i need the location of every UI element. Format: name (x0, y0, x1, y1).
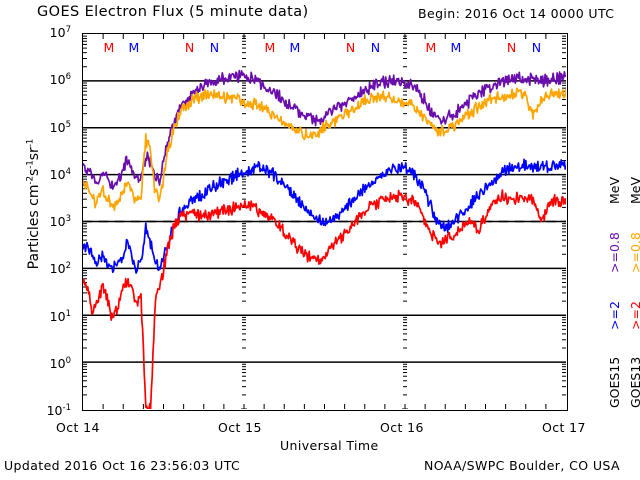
series-line-goes15-2-mev (83, 158, 566, 274)
event-marker-m: M (289, 40, 301, 55)
y-tick-label: 101 (49, 308, 71, 324)
event-marker-m: M (450, 40, 462, 55)
event-marker-m: M (103, 40, 115, 55)
y-tick-label: 10-1 (46, 402, 71, 418)
event-marker-n: N (345, 40, 356, 55)
event-marker-m: M (425, 40, 437, 55)
legend-channel-2mev: >=2 (607, 301, 622, 330)
series-line-goes15-0-8-mev (83, 69, 566, 190)
legend-channel-08mev: >=0.8 (628, 232, 640, 273)
legend-satellite: GOES15 (607, 356, 622, 408)
legend-channel-08mev: >=0.8 (607, 232, 622, 273)
source-attribution: NOAA/SWPC Boulder, CO USA (424, 458, 620, 473)
event-marker-m: M (128, 40, 140, 55)
y-tick-label: 106 (49, 72, 71, 88)
event-marker-n: N (506, 40, 517, 55)
legend-unit: MeV (628, 176, 640, 204)
y-tick-label: 103 (49, 213, 71, 229)
chart-plot-area (82, 33, 568, 411)
begin-timestamp: Begin: 2016 Oct 14 0000 UTC (418, 6, 615, 21)
legend-satellite: GOES13 (628, 356, 640, 408)
y-tick-label: 102 (49, 261, 71, 277)
x-axis-label: Universal Time (280, 438, 379, 453)
y-tick-label: 100 (49, 355, 71, 371)
event-marker-m: M (264, 40, 276, 55)
series-line-goes13-2-mev (83, 189, 566, 409)
y-tick-label: 107 (49, 24, 71, 40)
chart-canvas (83, 34, 566, 409)
series-line-goes13-0-8-mev (83, 87, 566, 212)
x-tick-label: Oct 17 (542, 420, 586, 435)
legend-channel-2mev: >=2 (628, 301, 640, 330)
event-marker-n: N (370, 40, 381, 55)
x-tick-label: Oct 15 (218, 420, 262, 435)
x-tick-label: Oct 14 (56, 420, 100, 435)
page-title: GOES Electron Flux (5 minute data) (37, 4, 309, 20)
event-marker-n: N (209, 40, 220, 55)
x-tick-label: Oct 16 (380, 420, 424, 435)
legend-unit: MeV (607, 176, 622, 204)
event-marker-n: N (531, 40, 542, 55)
event-marker-n: N (184, 40, 195, 55)
y-tick-label: 104 (49, 166, 71, 182)
y-tick-label: 105 (49, 119, 71, 135)
updated-timestamp: Updated 2016 Oct 16 23:56:03 UTC (4, 458, 241, 473)
